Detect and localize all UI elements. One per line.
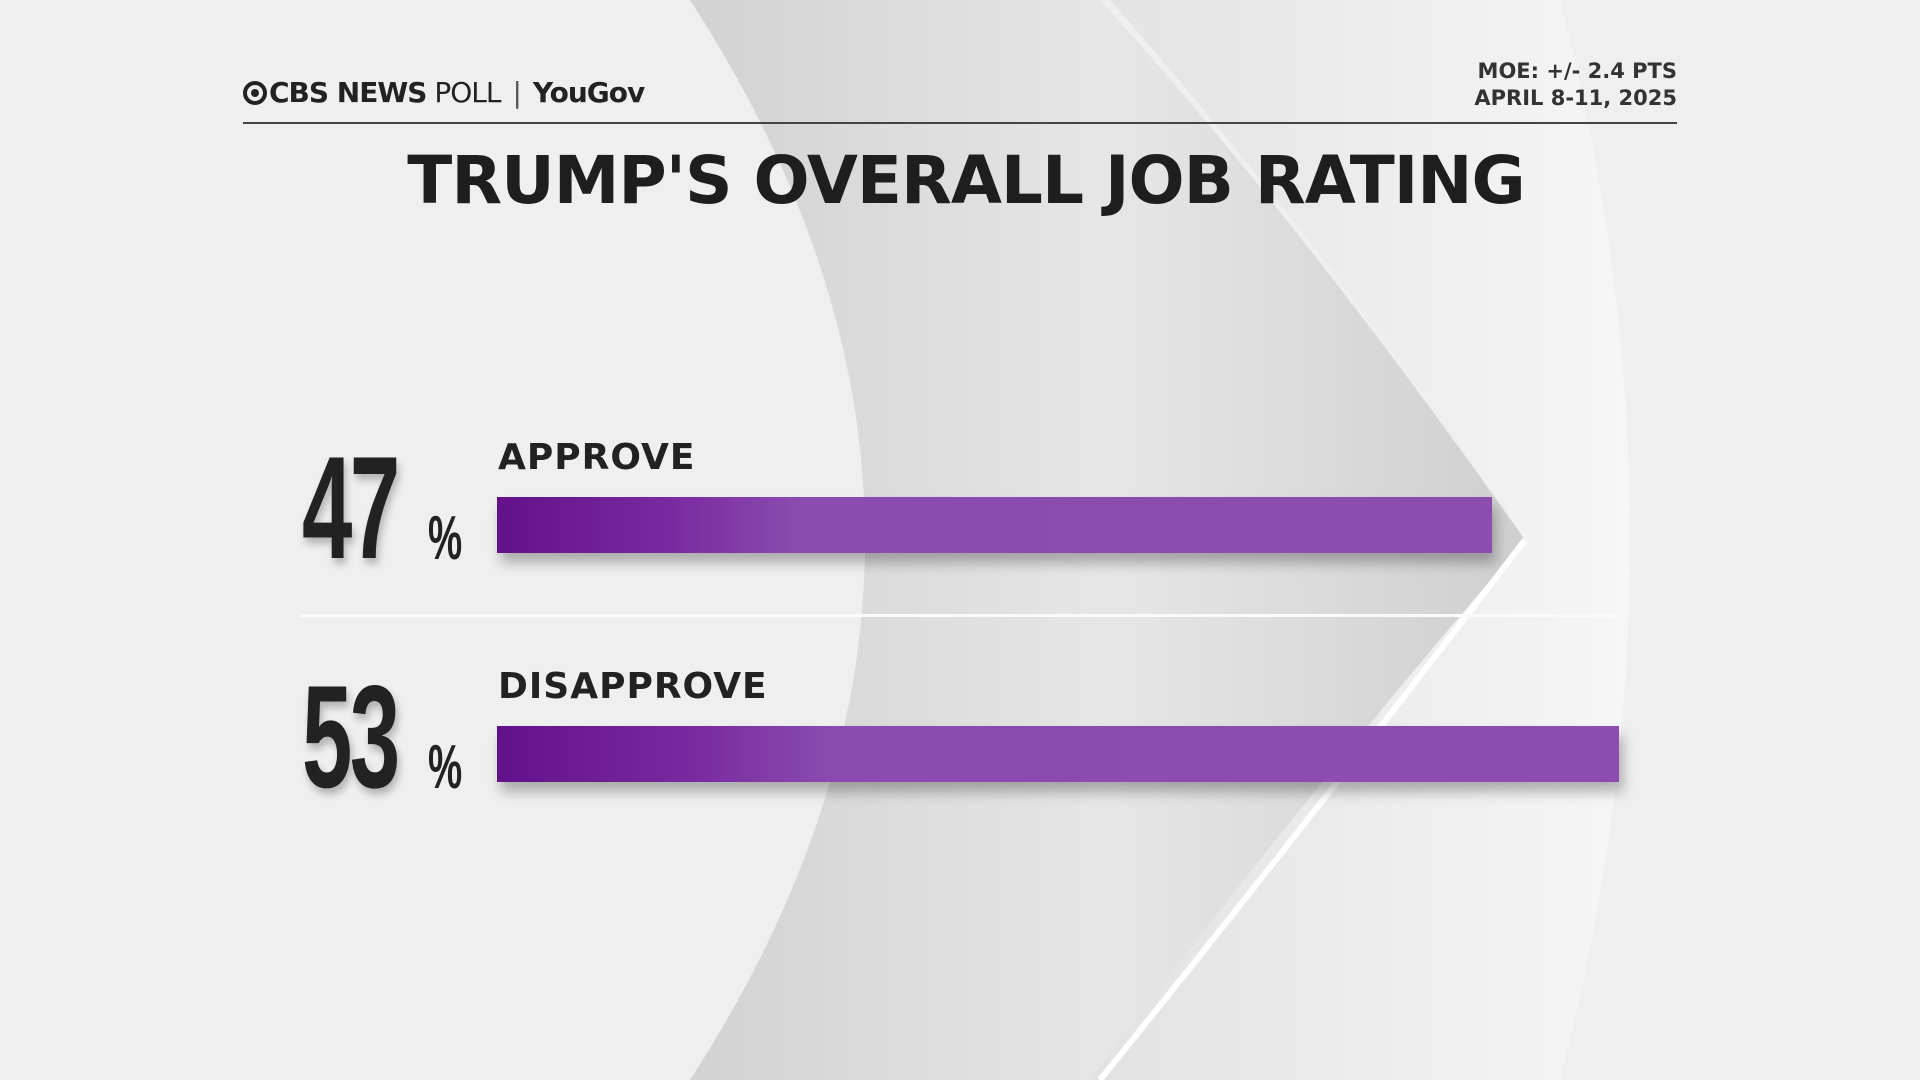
- brand-suffix: POLL: [434, 76, 501, 109]
- value-label: 53: [302, 655, 400, 818]
- value-label: 47: [302, 426, 400, 589]
- chart-title: TRUMP'S OVERALL JOB RATING: [407, 142, 1525, 219]
- percent-sign: %: [428, 733, 463, 802]
- brand-name: CBS NEWS: [269, 76, 427, 109]
- logo-separator: |: [512, 76, 521, 109]
- category-label: DISAPPROVE: [498, 666, 768, 707]
- category-label: APPROVE: [498, 437, 696, 478]
- bar-approve: [497, 497, 1492, 553]
- margin-of-error: MOE: +/- 2.4 PTS: [1477, 59, 1677, 83]
- partner-name: YouGov: [532, 76, 645, 109]
- poll-dates: APRIL 8-11, 2025: [1474, 86, 1677, 110]
- cbs-yougov-logo: CBS NEWS POLL | YouGov: [243, 76, 645, 109]
- cbs-eye-icon: [243, 80, 267, 105]
- bar-disapprove: [497, 726, 1619, 782]
- header-rule: [243, 122, 1677, 124]
- poll-info: MOE: +/- 2.4 PTS APRIL 8-11, 2025: [1474, 58, 1677, 112]
- percent-sign: %: [428, 504, 463, 573]
- row-divider: [300, 614, 1619, 617]
